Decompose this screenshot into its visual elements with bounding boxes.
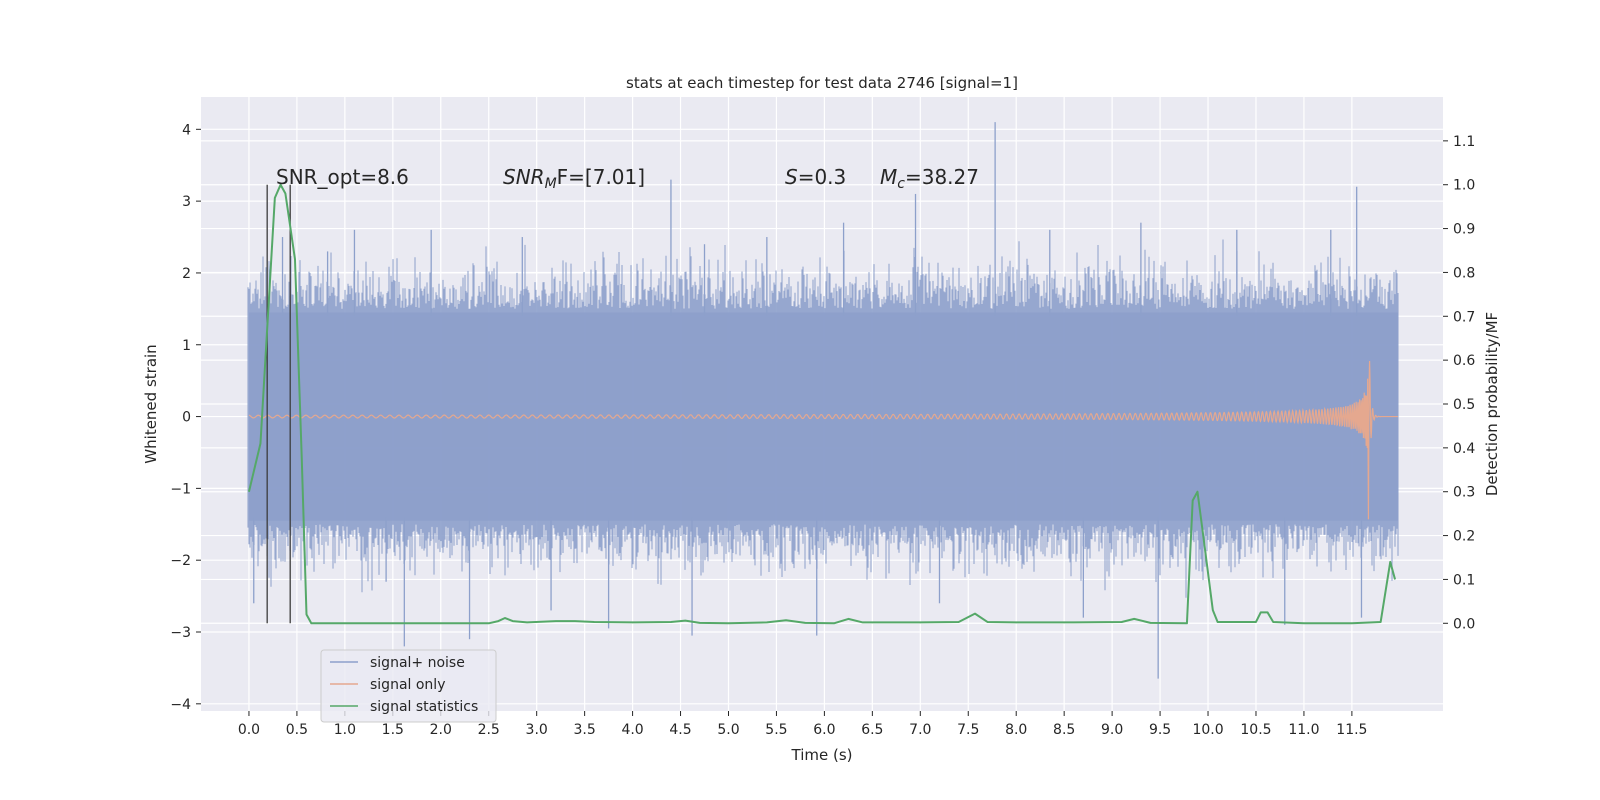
x-tick-label-23: 11.5 — [1336, 722, 1367, 738]
annotation-snr-mf: SNRMF=[7.01] — [503, 165, 645, 192]
x-tick-label-0: 0.0 — [238, 722, 260, 738]
x-tick-label-1: 0.5 — [286, 722, 308, 738]
yr-tick-label-0: 0.0 — [1453, 616, 1475, 632]
yr-tick-label-5: 0.5 — [1453, 397, 1475, 413]
x-tick-label-9: 4.5 — [669, 722, 691, 738]
yl-tick-label-8: 4 — [182, 122, 191, 138]
annotation-mc-sym: M — [880, 165, 897, 189]
annotation-mc-rest: =38.27 — [905, 165, 979, 189]
x-tick-label-4: 2.0 — [430, 722, 452, 738]
yl-tick-label-4: 0 — [182, 410, 191, 426]
annotation-mc-sub: c — [897, 176, 905, 192]
x-tick-label-16: 8.0 — [1005, 722, 1027, 738]
x-tick-label-12: 6.0 — [813, 722, 835, 738]
x-axis-ticks: 0.0 0.5 1.0 1.5 2.0 2.5 3.0 3.5 4.0 4.5 5.0 5.5 6.0 6… — [238, 711, 1367, 738]
y-axis-right-ticks: 0.0 0.1 0.2 0.3 0.4 0.5 0.6 0.7 0.8 0.9 1.0 1.1 — [1443, 134, 1475, 632]
annotation-s-rest: =0.3 — [798, 165, 847, 189]
chart-title: stats at each timestep for test data 274… — [626, 74, 1018, 92]
legend: signal+ noise signal only signal statist… — [320, 649, 497, 723]
annotation-s: S=0.3 — [785, 165, 846, 189]
yl-tick-label-3: −1 — [170, 481, 191, 497]
annotation-snr-opt: SNR_opt=8.6 — [276, 165, 409, 189]
annotation-snr-mf-main: SNR — [503, 165, 545, 189]
yr-tick-label-3: 0.3 — [1453, 485, 1475, 501]
x-tick-label-15: 7.5 — [957, 722, 979, 738]
yr-tick-label-4: 0.4 — [1453, 441, 1475, 457]
x-tick-label-13: 6.5 — [861, 722, 883, 738]
legend-label-signal-only: signal only — [370, 677, 445, 693]
x-tick-label-17: 8.5 — [1053, 722, 1075, 738]
yr-tick-label-10: 1.0 — [1453, 178, 1475, 194]
yl-tick-label-0: −4 — [170, 697, 191, 713]
yr-tick-label-2: 0.2 — [1453, 529, 1475, 545]
yr-tick-label-9: 0.9 — [1453, 222, 1475, 238]
yr-tick-label-7: 0.7 — [1453, 309, 1475, 325]
x-tick-label-7: 3.5 — [573, 722, 595, 738]
x-tick-label-8: 4.0 — [621, 722, 643, 738]
annotation-mc: Mc=38.27 — [880, 165, 979, 192]
legend-label-signal-noise: signal+ noise — [370, 655, 465, 671]
yr-tick-label-11: 1.1 — [1453, 134, 1475, 150]
legend-box — [320, 649, 497, 723]
legend-label-signal-statistics: signal statistics — [370, 699, 478, 715]
x-tick-label-19: 9.5 — [1149, 722, 1171, 738]
y-axis-left-ticks: −4 −3 −2 −1 0 1 2 3 4 — [170, 122, 201, 713]
x-tick-label-10: 5.0 — [717, 722, 739, 738]
x-tick-label-18: 9.0 — [1101, 722, 1123, 738]
annotation-s-sym: S — [785, 165, 798, 189]
vertical-markers — [266, 184, 291, 624]
series-signal-statistics — [247, 183, 1397, 625]
yl-tick-label-5: 1 — [182, 338, 191, 354]
statistics-trace — [247, 183, 1397, 625]
x-tick-label-3: 1.5 — [382, 722, 404, 738]
x-tick-label-20: 10.0 — [1192, 722, 1223, 738]
x-tick-label-2: 1.0 — [334, 722, 356, 738]
series-signal-only — [248, 361, 1398, 520]
yr-tick-label-6: 0.6 — [1453, 353, 1475, 369]
yr-tick-label-1: 0.1 — [1453, 572, 1475, 588]
x-tick-label-5: 2.5 — [478, 722, 500, 738]
signal-trace — [248, 361, 1398, 520]
x-tick-label-11: 5.5 — [765, 722, 787, 738]
x-tick-label-14: 7.0 — [909, 722, 931, 738]
x-tick-label-6: 3.0 — [526, 722, 548, 738]
yl-tick-label-7: 3 — [182, 194, 191, 210]
y-axis-right-label: Detection probability/MF — [1483, 312, 1501, 496]
yl-tick-label-6: 2 — [182, 266, 191, 282]
x-tick-label-22: 11.0 — [1288, 722, 1319, 738]
x-tick-label-21: 10.5 — [1240, 722, 1271, 738]
y-axis-left-label: Whitened strain — [142, 344, 160, 463]
yl-tick-label-1: −3 — [170, 625, 191, 641]
x-axis-label: Time (s) — [791, 746, 853, 764]
annotation-snr-mf-sub: M — [545, 176, 557, 192]
yr-tick-label-8: 0.8 — [1453, 265, 1475, 281]
yl-tick-label-2: −2 — [170, 553, 191, 569]
annotation-snr-mf-rest: F=[7.01] — [557, 165, 645, 189]
